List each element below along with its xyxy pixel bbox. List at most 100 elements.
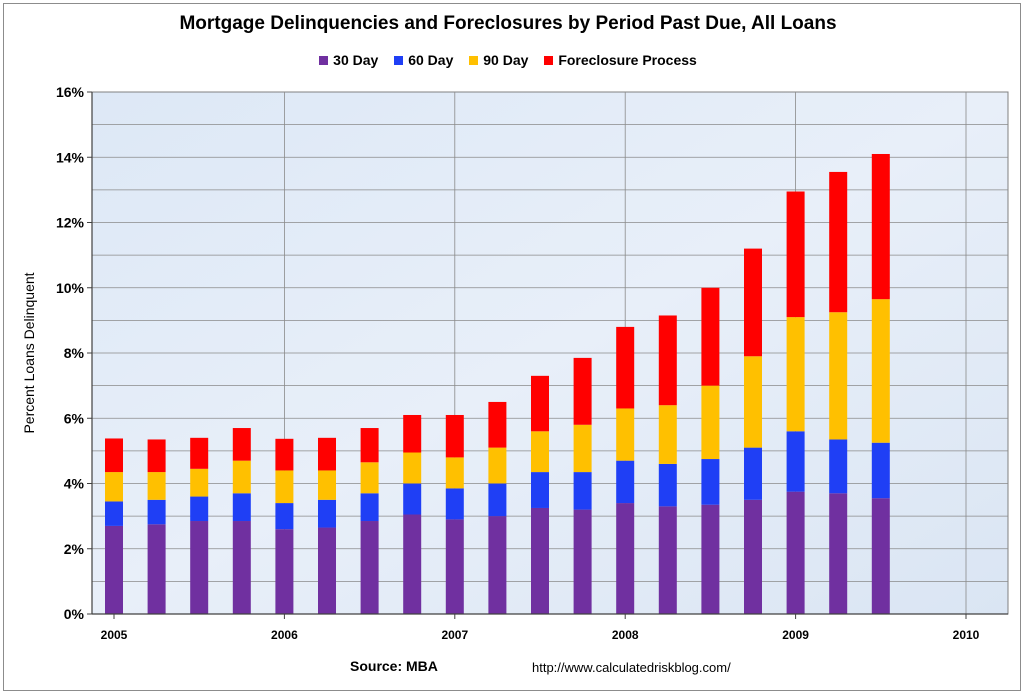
bar-foreclosure-process bbox=[147, 439, 166, 473]
bar-foreclosure-process bbox=[786, 191, 805, 318]
y-tick-label: 6% bbox=[64, 410, 85, 426]
bar-30-day bbox=[829, 493, 848, 614]
y-tick-label: 12% bbox=[56, 215, 85, 231]
bar-foreclosure-process bbox=[403, 414, 422, 453]
bar-30-day bbox=[488, 516, 507, 614]
bar-30-day bbox=[531, 507, 549, 614]
bar-90-day bbox=[488, 447, 507, 484]
legend-item-foreclosure: Foreclosure Process bbox=[544, 52, 697, 68]
bar-30-day bbox=[403, 514, 422, 614]
bar-foreclosure-process bbox=[744, 248, 762, 357]
y-tick-label: 14% bbox=[56, 149, 85, 165]
bar-30-day bbox=[701, 504, 720, 614]
bar-foreclosure-process bbox=[488, 401, 507, 448]
bar-60-day bbox=[871, 442, 890, 499]
bar-30-day bbox=[318, 527, 336, 614]
legend-label-60-day: 60 Day bbox=[408, 52, 454, 68]
legend-label-90-day: 90 Day bbox=[483, 52, 529, 68]
bar-30-day bbox=[445, 519, 464, 614]
y-tick-label: 16% bbox=[56, 84, 85, 100]
legend-swatch-90-day bbox=[469, 56, 479, 65]
bar-foreclosure-process bbox=[318, 437, 336, 471]
bar-90-day bbox=[190, 468, 209, 497]
bar-30-day bbox=[786, 491, 805, 614]
legend-item-60-day: 60 Day bbox=[394, 52, 453, 68]
bar-foreclosure-process bbox=[190, 437, 209, 469]
bar-90-day bbox=[829, 312, 848, 440]
bar-foreclosure-process bbox=[531, 375, 549, 432]
bar-60-day bbox=[786, 431, 805, 492]
bar-90-day bbox=[616, 408, 635, 461]
bar-30-day bbox=[190, 521, 209, 614]
source-url: http://www.calculatedriskblog.com/ bbox=[532, 660, 731, 675]
x-tick-label: 2006 bbox=[271, 628, 298, 642]
bar-30-day bbox=[360, 521, 379, 614]
legend-label-30-day: 30 Day bbox=[333, 52, 379, 68]
bar-foreclosure-process bbox=[445, 414, 464, 458]
bar-90-day bbox=[573, 424, 592, 473]
bar-60-day bbox=[445, 488, 464, 520]
bar-30-day bbox=[105, 525, 123, 614]
bar-60-day bbox=[488, 483, 507, 517]
bar-foreclosure-process bbox=[573, 357, 592, 425]
bar-90-day bbox=[105, 472, 123, 502]
bar-90-day bbox=[531, 431, 549, 473]
chart-title: Mortgage Delinquencies and Foreclosures … bbox=[179, 13, 837, 34]
bar-60-day bbox=[232, 493, 251, 522]
bar-foreclosure-process bbox=[658, 315, 677, 406]
x-tick-label: 2009 bbox=[782, 628, 809, 642]
y-tick-label: 10% bbox=[56, 280, 85, 296]
bar-90-day bbox=[786, 317, 805, 432]
bar-90-day bbox=[871, 299, 890, 443]
bar-90-day bbox=[403, 452, 422, 484]
bar-30-day bbox=[573, 509, 592, 614]
bar-30-day bbox=[616, 503, 635, 614]
legend-item-90-day: 90 Day bbox=[469, 52, 528, 68]
bar-60-day bbox=[829, 439, 848, 494]
legend-swatch-60-day bbox=[394, 56, 404, 65]
bar-60-day bbox=[403, 483, 422, 515]
bar-90-day bbox=[147, 472, 166, 500]
bar-60-day bbox=[318, 499, 336, 528]
bar-60-day bbox=[531, 472, 549, 508]
x-tick-label: 2007 bbox=[441, 628, 468, 642]
bar-foreclosure-process bbox=[360, 428, 379, 463]
bar-60-day bbox=[190, 496, 209, 522]
bar-foreclosure-process bbox=[701, 287, 720, 386]
legend-swatch-foreclosure bbox=[544, 56, 554, 65]
y-tick-label: 2% bbox=[64, 541, 85, 557]
bar-30-day bbox=[871, 498, 890, 614]
y-tick-label: 8% bbox=[64, 345, 85, 361]
bar-60-day bbox=[105, 501, 123, 526]
bar-60-day bbox=[573, 472, 592, 510]
x-tick-label: 2005 bbox=[101, 628, 128, 642]
source-note: Source: MBA bbox=[350, 658, 438, 674]
y-tick-label: 0% bbox=[64, 606, 85, 622]
bar-30-day bbox=[744, 499, 762, 614]
bar-60-day bbox=[701, 459, 720, 505]
bar-90-day bbox=[445, 457, 464, 489]
bar-foreclosure-process bbox=[829, 171, 848, 313]
bar-90-day bbox=[232, 460, 251, 494]
bar-90-day bbox=[360, 462, 379, 494]
bar-foreclosure-process bbox=[105, 438, 123, 473]
bar-60-day bbox=[275, 503, 294, 530]
bar-60-day bbox=[658, 463, 677, 507]
bar-foreclosure-process bbox=[232, 428, 251, 461]
axes: 0% 2% 4% 6% 8% 10% 12% 14% 16% 2005 2006 2007 2008 20… bbox=[56, 84, 1008, 642]
x-tick-label: 2010 bbox=[953, 628, 980, 642]
bar-30-day bbox=[275, 529, 294, 614]
legend-label-foreclosure: Foreclosure Process bbox=[558, 52, 697, 68]
bar-60-day bbox=[147, 499, 166, 525]
bar-30-day bbox=[147, 524, 166, 614]
bar-foreclosure-process bbox=[616, 326, 635, 409]
bar-foreclosure-process bbox=[871, 153, 890, 300]
bar-90-day bbox=[701, 385, 720, 460]
legend: 30 Day 60 Day 90 Day Foreclosure Process bbox=[0, 52, 1016, 68]
bar-90-day bbox=[318, 470, 336, 500]
bar-90-day bbox=[658, 405, 677, 464]
x-tick-label: 2008 bbox=[612, 628, 639, 642]
bars bbox=[105, 153, 890, 614]
bar-60-day bbox=[616, 460, 635, 504]
legend-swatch-30-day bbox=[319, 56, 329, 65]
